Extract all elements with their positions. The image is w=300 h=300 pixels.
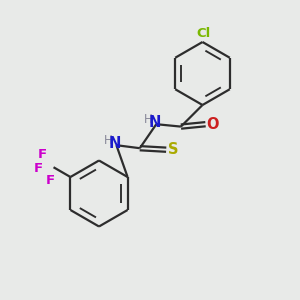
Text: N: N bbox=[108, 136, 121, 151]
Text: N: N bbox=[148, 115, 161, 130]
Text: S: S bbox=[167, 142, 178, 157]
Text: F: F bbox=[33, 162, 43, 175]
Text: F: F bbox=[45, 174, 55, 187]
Text: H: H bbox=[103, 134, 112, 147]
Text: F: F bbox=[38, 148, 47, 161]
Text: O: O bbox=[206, 117, 218, 132]
Text: Cl: Cl bbox=[196, 27, 210, 40]
Text: H: H bbox=[143, 113, 152, 126]
